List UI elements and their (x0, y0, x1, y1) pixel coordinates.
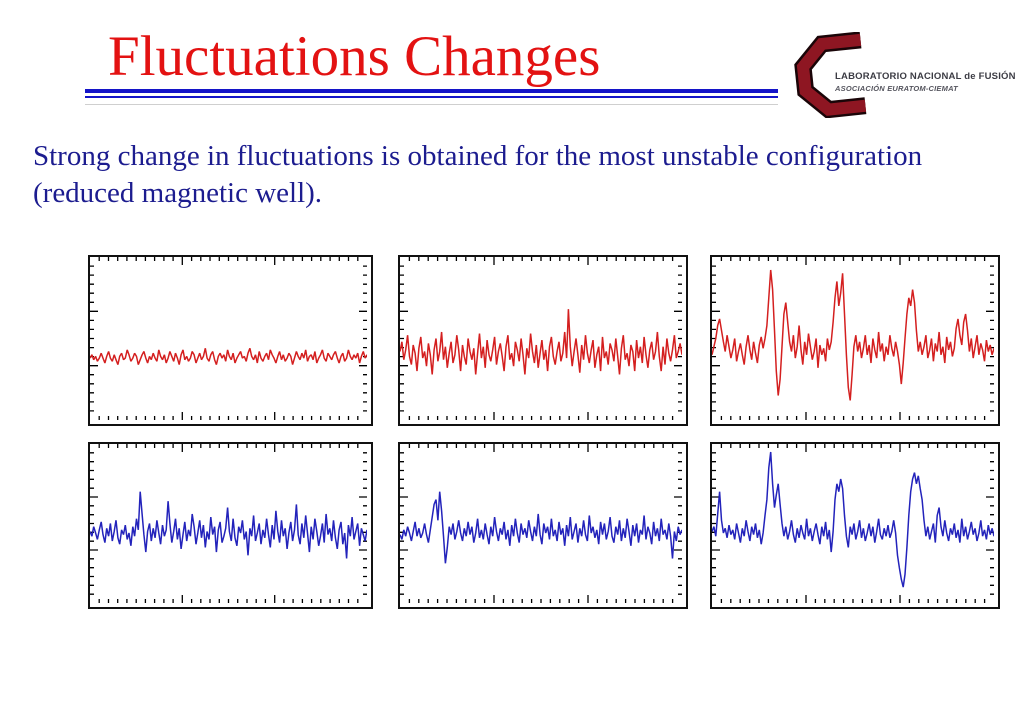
plot-top-right-red (710, 255, 1000, 426)
stellarator-c-icon (794, 32, 867, 118)
title-underline-thick (85, 89, 778, 93)
signal-trace-top-middle (400, 309, 682, 375)
axis-ticks (90, 444, 367, 603)
axis-ticks (712, 444, 994, 603)
title-underline-thin (85, 96, 778, 98)
axis-ticks (712, 257, 994, 420)
axis-ticks (400, 444, 682, 603)
signal-trace-svg-top-right (712, 257, 994, 420)
signal-trace-top-right (712, 269, 994, 401)
logo-subtitle: ASOCIACIÓN EURATOM-CIEMAT (835, 84, 958, 93)
signal-trace-svg-bottom-left (90, 444, 367, 603)
body-line-1: Strong change in fluctuations is obtaine… (33, 140, 923, 172)
plot-bottom-right-blue (710, 442, 1000, 609)
plot-top-middle-red (398, 255, 688, 426)
body-text: Strong change in fluctuations is obtaine… (33, 138, 1008, 212)
signal-trace-svg-top-left (90, 257, 367, 420)
body-line-2: (reduced magnetic well). (33, 177, 323, 209)
signal-trace-svg-bottom-right (712, 444, 994, 603)
signal-trace-svg-top-middle (400, 257, 682, 420)
signal-trace-bottom-right (712, 451, 994, 588)
logo-title: LABORATORIO NACIONAL de FUSIÓN (835, 71, 1016, 82)
signal-trace-svg-bottom-middle (400, 444, 682, 603)
signal-trace-bottom-middle (400, 491, 682, 564)
signal-trace-top-left (90, 348, 367, 365)
signal-trace-bottom-left (90, 491, 367, 559)
axis-ticks (90, 257, 367, 420)
fusion-logo: LABORATORIO NACIONAL de FUSIÓN ASOCIACIÓ… (790, 24, 1016, 124)
page-title: Fluctuations Changes (108, 25, 601, 88)
plot-top-left-red (88, 255, 373, 426)
title-underline-shadow (85, 104, 778, 105)
axis-ticks (400, 257, 682, 420)
plot-bottom-middle-blue (398, 442, 688, 609)
plot-bottom-left-blue (88, 442, 373, 609)
